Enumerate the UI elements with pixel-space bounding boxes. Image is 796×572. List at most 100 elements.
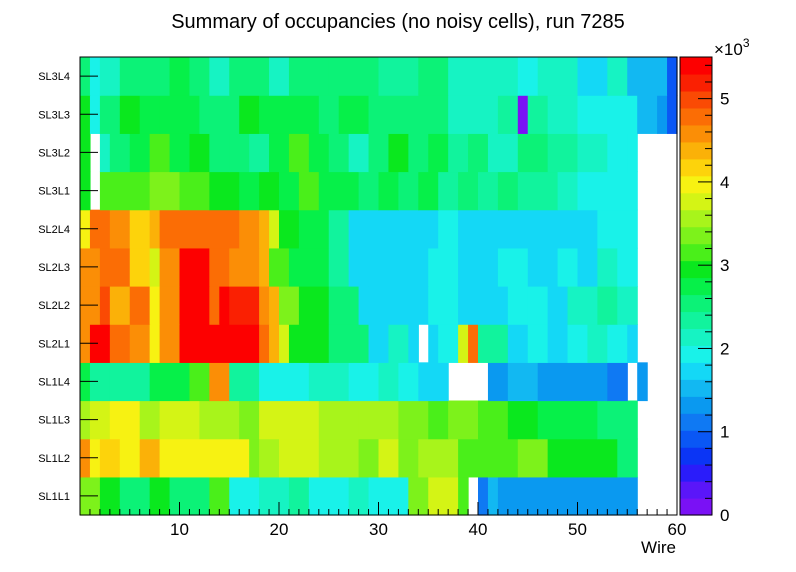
heatmap-cell — [408, 476, 429, 516]
heatmap-cell — [239, 171, 260, 211]
heatmap-cell — [667, 57, 678, 96]
heatmap-cell — [229, 286, 260, 325]
heatmap-cell — [358, 286, 429, 325]
heatmap-cell — [119, 95, 141, 134]
heatmap-cell — [259, 171, 280, 211]
heatmap-cell — [607, 324, 628, 363]
heatmap-cell — [169, 133, 191, 173]
colorbar-band — [680, 430, 712, 448]
heatmap-cell — [189, 133, 210, 173]
heatmap-cell — [99, 476, 121, 516]
heatmap-cell — [597, 400, 638, 440]
heatmap-cell — [567, 209, 598, 249]
heatmap-cell — [577, 171, 598, 211]
colorbar-band — [680, 447, 712, 465]
heatmap-cell — [89, 400, 111, 440]
heatmap-cell — [358, 438, 380, 478]
y-tick-label: SL1L2 — [38, 453, 70, 465]
colorbar-band — [680, 243, 712, 262]
heatmap-cell — [388, 324, 409, 363]
heatmap-cell — [657, 95, 668, 134]
heatmap-cell — [279, 95, 320, 134]
x-tick-label: 50 — [568, 520, 587, 539]
heatmap-cell — [159, 324, 181, 363]
heatmap-cell — [199, 400, 240, 440]
heatmap-cell — [358, 400, 399, 440]
colorbar-band — [680, 498, 712, 516]
heatmap-cell — [89, 209, 111, 249]
heatmap-cell — [458, 324, 469, 363]
colorbar-band — [680, 175, 712, 194]
heatmap-cell — [458, 438, 519, 478]
heatmap-cell — [537, 362, 569, 402]
heatmap-cell — [507, 362, 539, 402]
heatmap-cell — [119, 476, 151, 516]
heatmap-cell — [109, 286, 131, 325]
heatmap-cell — [448, 95, 499, 134]
heatmap-cell — [279, 438, 320, 478]
heatmap-cell — [229, 133, 250, 173]
heatmap-cell — [497, 209, 539, 249]
heatmap-cell — [517, 438, 549, 478]
heatmap-cell — [418, 171, 439, 211]
heatmap-cell — [627, 324, 638, 363]
heatmap-cell — [279, 171, 300, 211]
heatmap-cell — [398, 171, 419, 211]
heatmap-cell — [179, 324, 260, 363]
heatmap-cell — [298, 171, 320, 211]
heatmap-cell — [368, 247, 429, 287]
x-tick-label: 20 — [270, 520, 289, 539]
heatmap-cell — [497, 95, 519, 134]
heatmap-cell — [189, 362, 210, 402]
heatmap-cell — [259, 247, 270, 287]
heatmap-cell — [259, 286, 270, 325]
heatmap-cell — [577, 247, 598, 287]
heatmap-cell — [259, 324, 270, 363]
heatmap-cell — [149, 476, 171, 516]
heatmap-cell — [229, 247, 260, 287]
heatmap-cell — [597, 209, 638, 249]
heatmap-cell — [378, 362, 399, 402]
heatmap-cell — [229, 57, 270, 96]
heatmap-cell — [547, 286, 569, 325]
heatmap-cell — [468, 133, 489, 173]
heatmap-cell — [288, 324, 330, 363]
heatmap-cell — [159, 247, 181, 287]
heatmap-cell — [109, 171, 151, 211]
heatmap-cell — [328, 57, 380, 96]
heatmap-cell — [368, 133, 390, 173]
heatmap-cell — [149, 133, 171, 173]
heatmap-cell — [507, 400, 539, 440]
colorbar-band — [680, 226, 712, 245]
heatmap-cell — [209, 57, 230, 96]
heatmap-cell — [527, 95, 549, 134]
heatmap-cell — [99, 438, 121, 478]
colorbar-band — [680, 328, 712, 346]
heatmap-cell — [647, 57, 668, 96]
colorbar-band — [680, 379, 712, 397]
heatmap-cell — [239, 400, 260, 440]
heatmap-cell — [577, 95, 618, 134]
heatmap-cell — [318, 171, 360, 211]
colorbar-band — [680, 141, 712, 160]
heatmap-cell — [179, 438, 220, 478]
colorbar-band — [680, 413, 712, 431]
heatmap-cell — [209, 362, 230, 402]
heatmap-cell — [99, 171, 111, 211]
heatmap-cell — [298, 209, 330, 249]
heatmap-cell — [557, 247, 579, 287]
heatmap-cell — [99, 286, 111, 325]
heatmap-cell — [308, 133, 330, 173]
heatmap-cell — [497, 247, 529, 287]
heatmap-cell — [179, 247, 210, 287]
heatmap-cell — [328, 247, 350, 287]
heatmap-cell — [249, 438, 260, 478]
heatmap-cell — [478, 171, 499, 211]
heatmap-cell — [557, 171, 579, 211]
heatmap-cell — [139, 400, 161, 440]
colorbar-band — [680, 73, 712, 92]
heatmap-cell — [458, 286, 479, 325]
colorbar-band — [680, 90, 712, 109]
y-tick-label: SL2L2 — [38, 300, 70, 312]
heatmap-cell — [239, 95, 260, 134]
